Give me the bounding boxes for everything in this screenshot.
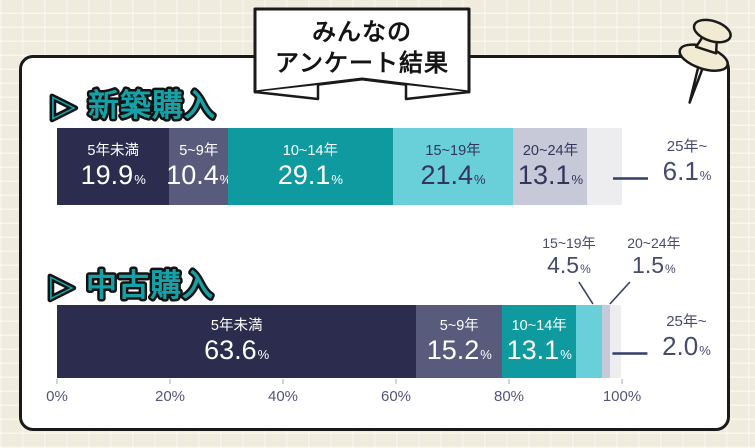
percent-sign: %	[257, 347, 270, 363]
percent-sign: %	[699, 168, 712, 184]
callout-value: 1.5%	[627, 252, 680, 278]
outside-label: 25年~	[666, 137, 708, 155]
segment-value: 10.4%	[166, 162, 231, 189]
percent-sign: %	[560, 347, 572, 363]
axis-tick-label: 80%	[493, 388, 525, 405]
stacked-bar-new-build: 5年未満 19.9% 5~9年 10.4% 10~14年 29.1% 15~19年 21.4%…	[57, 128, 622, 205]
percent-sign: %	[474, 172, 486, 188]
outside-value: 2.0%	[653, 331, 719, 362]
segment-value: 21.4%	[420, 162, 485, 189]
value-number: 4.5	[547, 251, 580, 278]
percent-sign: %	[580, 261, 591, 276]
bar0-segment-0: 5年未満 19.9%	[57, 128, 170, 205]
segment-label: 5年未満	[87, 142, 139, 159]
bar0-segment-5	[587, 128, 622, 205]
bar1-segment-3	[576, 305, 602, 378]
triangle-marker-icon: ▷	[50, 268, 75, 303]
bar1-segment-4	[601, 305, 611, 378]
outside-label-25年~: 25年~ 6.1%	[654, 138, 720, 188]
banner-title: みんなの アンケート結果	[252, 17, 472, 79]
outside-label-25年~: 25年~ 2.0%	[653, 313, 719, 363]
segment-value: 13.1%	[507, 337, 572, 364]
segment-value: 13.1%	[518, 162, 583, 189]
percent-sign: %	[571, 172, 584, 188]
bar0-segment-1: 5~9年 10.4%	[166, 128, 231, 205]
percent-sign: %	[480, 347, 492, 363]
axis-tick-label: 0%	[46, 388, 68, 405]
value-number: 13.1	[506, 335, 560, 366]
percent-sign: %	[134, 172, 146, 188]
banner-title-line2: アンケート結果	[274, 50, 450, 77]
callout-label: 15~19年	[542, 235, 596, 251]
segment-value: 29.1%	[278, 162, 343, 189]
value-number: 10.4	[166, 160, 219, 191]
value-number: 13.1	[517, 160, 571, 191]
segment-label: 10~14年	[282, 142, 338, 159]
percent-sign: %	[699, 343, 711, 359]
banner-shape	[253, 7, 471, 94]
value-number: 21.4	[420, 160, 474, 191]
title-banner	[253, 7, 471, 101]
callout-15~19年: 15~19年 4.5%	[542, 235, 595, 278]
bar1-segment-5	[610, 305, 622, 378]
heading-used-purchase-label: 中古購入	[86, 268, 214, 303]
axis-tick-label: 100%	[602, 388, 642, 405]
bar0-segment-3: 15~19年 21.4%	[392, 128, 514, 205]
stacked-bar-used-purchase: 5年未満 63.6% 5~9年 15.2% 10~14年 13.1%	[57, 305, 622, 378]
banner-title-line1: みんなの	[312, 19, 412, 46]
segment-value: 63.6%	[204, 337, 269, 364]
value-number: 29.1	[277, 160, 331, 191]
heading-used-purchase: ▷ 中古購入	[48, 266, 216, 306]
axis-tick-label: 20%	[154, 388, 186, 405]
triangle-marker-icon: ▷	[52, 88, 77, 123]
callout-value: 4.5%	[542, 252, 595, 278]
value-number: 6.1	[662, 156, 699, 187]
heading-new-build: ▷ 新築購入	[50, 86, 218, 126]
push-pin-icon	[678, 18, 732, 104]
segment-label: 5~9年	[439, 317, 479, 334]
banner-fold-left	[254, 85, 320, 101]
value-number: 15.2	[426, 335, 480, 366]
segment-value: 19.9%	[81, 162, 146, 189]
value-number: 63.6	[204, 335, 257, 366]
percent-sign: %	[219, 172, 232, 188]
segment-label: 10~14年	[511, 317, 567, 334]
value-number: 19.9	[80, 160, 134, 191]
bar1-segment-1: 5~9年 15.2%	[416, 305, 503, 378]
bar0-segment-2: 10~14年 29.1%	[228, 128, 393, 205]
bar0-segment-4: 20~24年 13.1%	[513, 128, 588, 205]
bar1-segment-0: 5年未満 63.6%	[57, 305, 417, 378]
value-number: 2.0	[662, 331, 699, 362]
segment-label: 5年未満	[210, 317, 263, 334]
callout-20~24年: 20~24年 1.5%	[627, 235, 680, 278]
axis-tick-label: 60%	[380, 388, 412, 405]
segment-value: 15.2%	[427, 337, 492, 364]
bar1-segment-2: 10~14年 13.1%	[502, 305, 577, 378]
heading-new-build-label: 新築購入	[88, 88, 216, 123]
percent-sign: %	[331, 172, 343, 188]
banner-fold-right	[404, 85, 470, 101]
value-number: 1.5	[632, 251, 665, 278]
segment-label: 5~9年	[179, 142, 219, 159]
segment-label: 15~19年	[425, 142, 481, 159]
percent-sign: %	[665, 261, 676, 276]
outside-label: 25年~	[666, 312, 707, 330]
axis-tick-label: 40%	[267, 388, 299, 405]
outside-value: 6.1%	[654, 156, 720, 187]
callout-label: 20~24年	[627, 235, 681, 251]
segment-label: 20~24年	[522, 142, 579, 159]
